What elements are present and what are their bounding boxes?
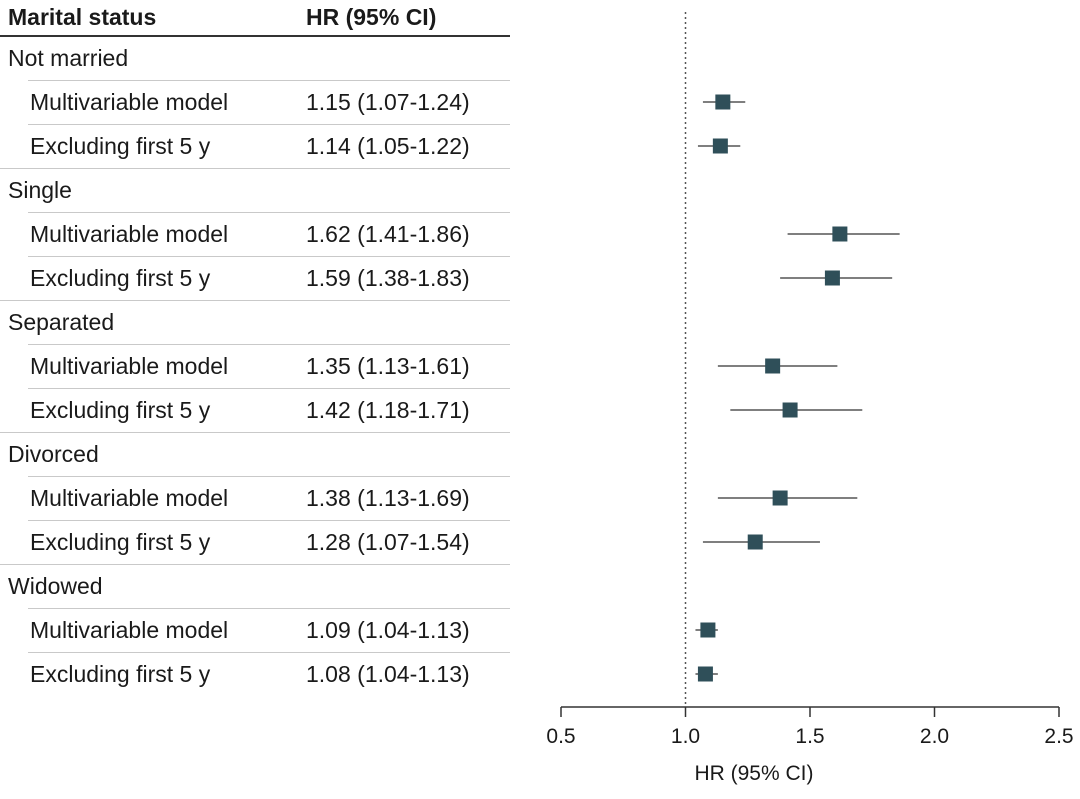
row-label: Multivariable model [30,89,229,115]
row-divider [28,256,510,257]
hr-value: 1.15 (1.07-1.24) [306,89,470,115]
x-tick-label: 2.0 [920,725,949,748]
hr-value: 1.42 (1.18-1.71) [306,397,470,423]
hr-marker [700,622,716,638]
hr-value: 1.28 (1.07-1.54) [306,529,470,555]
hr-marker [697,666,713,682]
x-tick-label: 2.5 [1044,725,1073,748]
group-label: Single [8,177,72,203]
row-label: Excluding first 5 y [30,133,211,159]
hr-value: 1.14 (1.05-1.22) [306,133,470,159]
row-divider [28,124,510,125]
hr-marker [747,534,763,550]
row-divider [28,520,510,521]
row-label: Excluding first 5 y [30,397,211,423]
header-divider [0,35,510,37]
hr-marker [772,490,788,506]
hr-marker [832,226,848,242]
hr-value: 1.08 (1.04-1.13) [306,661,470,687]
row-divider [28,344,510,345]
group-label: Not married [8,45,129,71]
x-axis-label: HR (95% CI) [694,762,813,785]
group-divider [0,300,510,301]
hr-value: 1.38 (1.13-1.69) [306,485,470,511]
hr-value: 1.62 (1.41-1.86) [306,221,470,247]
group-divider [0,564,510,565]
row-divider [28,608,510,609]
row-divider [28,476,510,477]
hr-marker [712,138,728,154]
row-label: Excluding first 5 y [30,529,211,555]
hr-value: 1.59 (1.38-1.83) [306,265,470,291]
group-divider [0,168,510,169]
group-label: Widowed [8,573,103,599]
hr-value: 1.35 (1.13-1.61) [306,353,470,379]
group-label: Separated [8,309,115,335]
x-tick-label: 1.5 [795,725,824,748]
column-header-hr: HR (95% CI) [306,4,437,30]
hr-marker [824,270,840,286]
column-header-marital-status: Marital status [8,4,157,30]
row-divider [28,80,510,81]
row-label: Multivariable model [30,485,229,511]
row-label: Excluding first 5 y [30,661,211,687]
row-divider [28,212,510,213]
row-divider [28,652,510,653]
row-label: Multivariable model [30,617,229,643]
forest-table: Marital status HR (95% CI) Not married Mu… [0,0,510,700]
hr-marker [782,402,798,418]
row-label: Multivariable model [30,353,229,379]
hr-marker [715,94,731,110]
x-tick-label: 0.5 [546,725,575,748]
row-label: Multivariable model [30,221,229,247]
group-label: Divorced [8,441,99,467]
x-tick-label: 1.0 [671,725,700,748]
row-divider [28,388,510,389]
row-label: Excluding first 5 y [30,265,211,291]
hr-value: 1.09 (1.04-1.13) [306,617,470,643]
hr-marker [765,358,781,374]
group-divider [0,432,510,433]
